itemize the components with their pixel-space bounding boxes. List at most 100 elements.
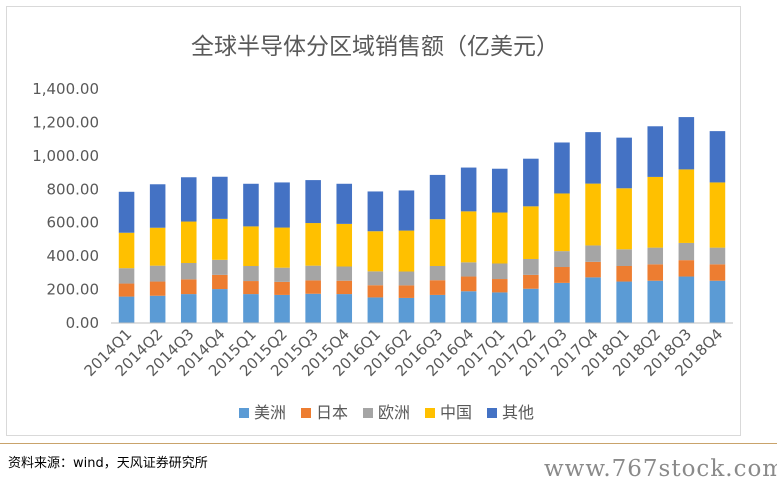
bar-segment: [305, 180, 321, 224]
bar-segment: [274, 182, 290, 228]
bar-segment: [460, 276, 477, 292]
bar-segment: [367, 297, 384, 323]
bar-segment: [118, 191, 135, 233]
bar-segment: [429, 294, 446, 323]
y-tick-label: 600.00: [47, 214, 100, 232]
bar-segment: [460, 167, 477, 212]
bar-segment: [274, 281, 290, 295]
bar-segment: [709, 131, 726, 183]
y-tick-label: 800.00: [47, 180, 100, 198]
bar-segment: [149, 265, 166, 282]
legend-label: 欧洲: [378, 403, 410, 422]
bar-segment: [180, 262, 197, 280]
bar-segment: [398, 230, 415, 272]
bar-segment: [709, 182, 726, 248]
bar-segment: [523, 206, 539, 259]
bar-segment: [243, 226, 259, 267]
chart-title: 全球半导体分区域销售额（亿美元）: [191, 34, 559, 60]
legend-label: 美洲: [254, 403, 286, 422]
bar-segment: [180, 221, 197, 263]
y-tick-label: 200.00: [47, 281, 100, 299]
bar-segment: [429, 280, 446, 295]
bar-segment: [523, 274, 539, 289]
bar-segment: [274, 294, 290, 323]
bar-segment: [149, 184, 166, 228]
bar-segment: [460, 262, 477, 277]
bar-segment: [647, 247, 664, 265]
bar-segment: [274, 267, 290, 282]
bar-segment: [336, 223, 353, 267]
y-tick-label: 1,000.00: [32, 147, 99, 165]
bar-segment: [678, 260, 695, 277]
y-tick-label: 1,400.00: [32, 80, 99, 98]
bar-segment: [554, 267, 570, 283]
bar-segment: [243, 281, 259, 295]
bar-segment: [554, 282, 570, 323]
bar-segment: [678, 242, 695, 261]
bar-segment: [398, 190, 415, 231]
bar-segment: [460, 291, 477, 323]
legend-label: 其他: [502, 403, 534, 422]
bar-segment: [491, 279, 508, 293]
bar-segment: [212, 274, 228, 290]
source-note: 资料来源：wind，天风证券研究所: [8, 456, 208, 471]
bar-segment: [180, 177, 197, 222]
bar-segment: [336, 280, 353, 295]
bar-segment: [585, 277, 601, 323]
bar-segment: [554, 142, 570, 194]
bar-segment: [118, 283, 135, 297]
bar-segment: [523, 288, 539, 323]
bar-segment: [305, 223, 321, 266]
y-tick-label: 400.00: [47, 247, 100, 265]
bar-segment: [709, 280, 726, 323]
y-tick-label: 1,200.00: [32, 113, 99, 131]
bar-segment: [616, 137, 632, 189]
bar-segment: [647, 126, 664, 177]
bar-segment: [709, 247, 726, 265]
bar-segment: [398, 271, 415, 286]
bar-segment: [585, 183, 601, 246]
bar-segment: [647, 280, 664, 323]
bar-segment: [336, 183, 353, 224]
bar-segment: [491, 168, 508, 213]
legend-swatch: [487, 408, 497, 418]
bar-segment: [243, 294, 259, 323]
bar-segment: [554, 251, 570, 268]
bar-segment: [180, 294, 197, 323]
y-tick-label: 0.00: [66, 314, 99, 332]
legend-label: 日本: [316, 403, 348, 422]
bar-segment: [212, 289, 228, 323]
bar-segment: [429, 219, 446, 267]
bar-segment: [678, 276, 695, 323]
bar-segment: [585, 245, 601, 262]
bar-segment: [118, 268, 135, 284]
bar-segment: [398, 297, 415, 323]
bar-segment: [647, 264, 664, 281]
bar-segment: [678, 169, 695, 243]
bar-segment: [118, 296, 135, 323]
bar-segment: [616, 249, 632, 267]
watermark: www.767stock.com: [544, 456, 777, 482]
bar-segment: [585, 132, 601, 184]
bar-segment: [647, 176, 664, 248]
x-axis: 2014Q12014Q22014Q32014Q42015Q12015Q22015…: [81, 325, 727, 380]
bar-segment: [585, 261, 601, 278]
bar-segment: [118, 232, 135, 269]
bar-segment: [212, 259, 228, 275]
legend-swatch: [425, 408, 435, 418]
bar-segment: [149, 281, 166, 296]
bar-segment: [243, 266, 259, 282]
bar-segment: [523, 158, 539, 207]
bar-segment: [491, 292, 508, 323]
bar-segment: [616, 188, 632, 250]
legend-swatch: [239, 408, 249, 418]
bar-segment: [305, 293, 321, 323]
bar-segment: [491, 212, 508, 264]
bar-segment: [274, 227, 290, 268]
bar-segment: [149, 227, 166, 266]
bar-segment: [305, 280, 321, 294]
bar-segment: [367, 231, 384, 272]
bar-segment: [305, 265, 321, 281]
legend-swatch: [301, 408, 311, 418]
bar-segment: [149, 295, 166, 323]
